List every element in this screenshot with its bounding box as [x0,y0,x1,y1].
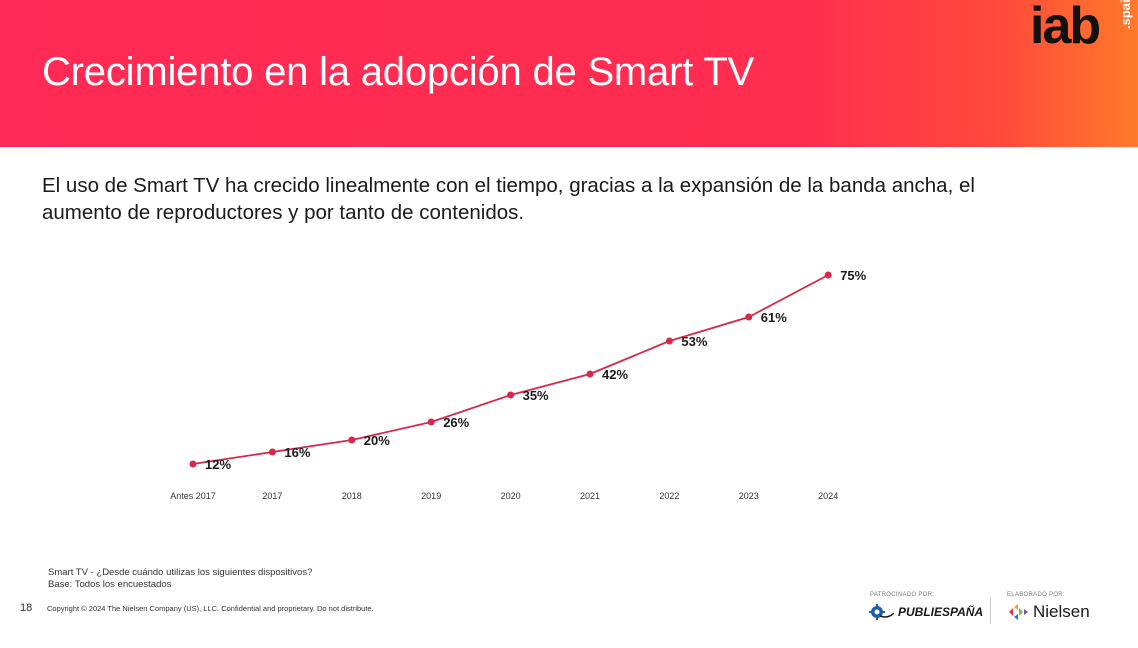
gear-icon [869,604,894,620]
sponsor-name: PUBLIESPAÑA [898,605,984,619]
chart-note: Smart TV - ¿Desde cuándo utilizas los si… [48,567,312,591]
data-point [824,271,832,279]
x-tick-label: 2021 [580,491,600,501]
x-tick-label: 2017 [262,491,282,501]
data-label: 35% [523,388,549,403]
x-tick-label: 2018 [342,491,362,501]
made-by-caption: ELABORADO POR: [1007,592,1065,598]
x-tick-label: 2024 [818,491,838,501]
page-title: Crecimiento en la adopción de Smart TV [42,50,755,94]
data-point [348,436,356,444]
data-point [507,391,515,399]
copyright-notice: Copyright © 2024 The Nielsen Company (US… [47,604,374,613]
x-tick-label: 2023 [739,491,759,501]
adoption-line-chart: 12% Antes 2017 16% 2017 20% 2018 26% 2019 35% 202… [170,268,866,501]
logo-main-text: iab [1030,0,1101,55]
data-label: 42% [602,367,628,382]
data-label: 12% [205,457,231,472]
data-label: 53% [681,334,707,349]
footer-divider [990,598,991,624]
x-tick-label: 2019 [421,491,441,501]
data-label: 75% [840,268,866,283]
data-label: 20% [364,433,390,448]
nielsen-logo: Nielsen [1005,601,1090,623]
data-point [665,337,673,345]
nielsen-diamond-icon [1009,604,1028,620]
x-tick-label: 2022 [659,491,679,501]
chart-plot-area: 12% Antes 2017 16% 2017 20% 2018 26% 2019 35% 202… [170,268,866,501]
x-tick-label: Antes 2017 [170,491,216,501]
data-point [745,313,753,321]
x-tick-label: 2020 [501,491,521,501]
data-point [189,460,197,468]
chart-question: Smart TV - ¿Desde cuándo utilizas los si… [48,567,313,578]
data-label: 26% [443,415,469,430]
data-label: 16% [284,445,310,460]
page-subtitle: El uso de Smart TV ha crecido linealment… [42,174,975,224]
data-point [268,448,276,456]
header-banner: Crecimiento en la adopción de Smart TV i… [0,0,1138,147]
data-point [586,370,594,378]
data-point [427,418,435,426]
sponsor-caption: PATROCINADO POR: [870,592,935,598]
iab-spain-logo: iab .spain [1030,0,1136,56]
series-line [192,274,829,465]
page-number: 18 [20,602,33,614]
made-by-name: Nielsen [1033,602,1090,621]
publiespana-logo: PUBLIESPAÑA [868,602,983,622]
chart-base: Base: Todos los encuestados [48,579,172,590]
data-label: 61% [761,310,787,325]
